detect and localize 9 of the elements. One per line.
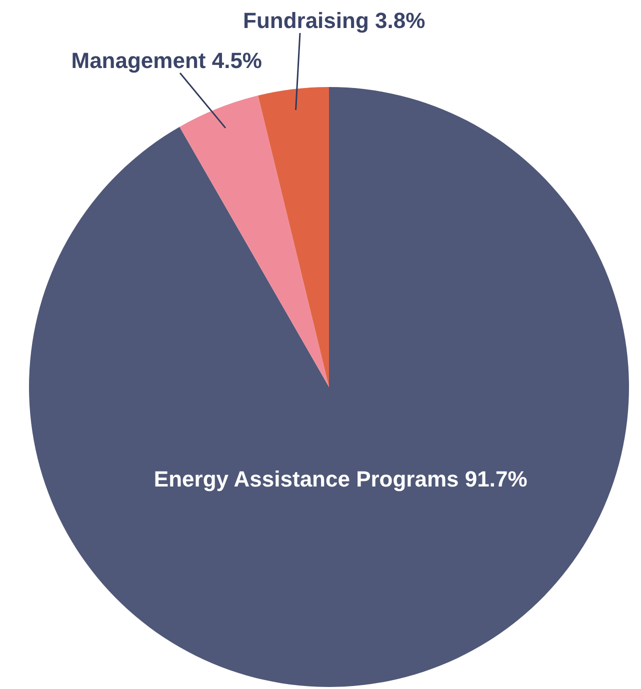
data-label: 3.8% [368,8,426,33]
slice-label: Management [71,48,206,73]
data-label: 91.7% [458,466,528,492]
slice-label: Energy Assistance Programs [154,466,459,492]
pie-slice [180,96,329,387]
pie-slice [29,87,629,686]
data-label: 4.5% [206,48,262,73]
pie-slice [258,87,329,387]
slice-label: Fundraising [243,8,369,33]
